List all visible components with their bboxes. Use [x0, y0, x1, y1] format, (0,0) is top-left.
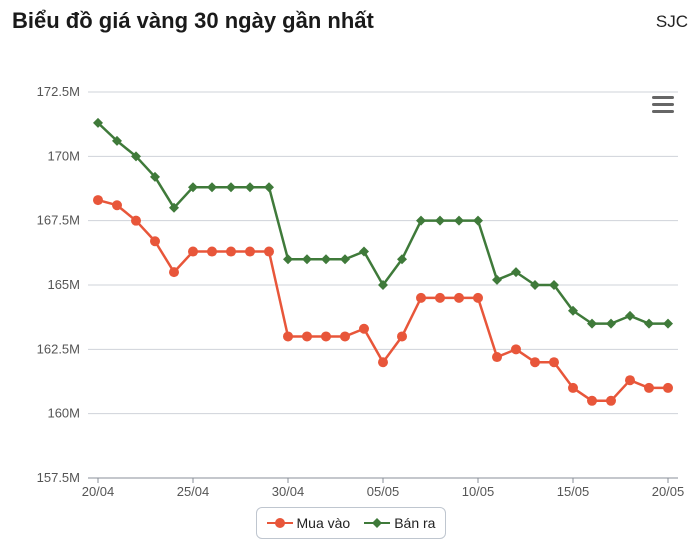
data-point-ban-ra — [587, 318, 597, 329]
data-point-ban-ra — [340, 254, 350, 265]
data-point-ban-ra — [625, 310, 635, 321]
hamburger-menu-icon-bar — [652, 103, 674, 106]
data-point-mua-vao — [625, 375, 635, 386]
data-point-ban-ra — [511, 267, 521, 278]
x-tick-label: 05/05 — [367, 484, 400, 499]
data-point-mua-vao — [492, 352, 502, 363]
legend-item-ban-ra[interactable]: Bán ra — [364, 515, 435, 531]
y-tick-label: 160M — [47, 406, 80, 421]
y-tick-label: 162.5M — [37, 341, 80, 356]
data-point-mua-vao — [416, 292, 426, 303]
legend-diamond-icon — [364, 516, 391, 530]
data-point-mua-vao — [188, 246, 198, 257]
data-point-ban-ra — [359, 246, 369, 257]
data-point-mua-vao — [93, 195, 103, 206]
data-point-mua-vao — [454, 292, 464, 303]
data-point-mua-vao — [245, 246, 255, 257]
data-point-mua-vao — [378, 357, 388, 368]
data-point-ban-ra — [378, 280, 388, 290]
series-line-0 — [97, 198, 668, 403]
y-tick-label: 157.5M — [37, 470, 80, 485]
data-point-mua-vao — [169, 267, 179, 278]
chart-menu-button[interactable] — [652, 96, 674, 114]
data-point-ban-ra — [644, 318, 654, 329]
data-point-mua-vao — [549, 357, 559, 368]
data-point-ban-ra — [302, 254, 312, 265]
y-tick-label: 172.5M — [37, 84, 80, 99]
legend-circle-icon — [266, 516, 293, 530]
data-point-mua-vao — [568, 382, 578, 393]
y-tick-label: 170M — [47, 148, 80, 163]
data-point-ban-ra — [321, 254, 331, 265]
data-point-mua-vao — [435, 292, 445, 303]
data-point-ban-ra — [264, 182, 274, 193]
hamburger-menu-icon-bar — [652, 110, 674, 113]
data-point-ban-ra — [131, 151, 141, 162]
data-point-ban-ra — [492, 274, 502, 285]
data-point-mua-vao — [302, 331, 312, 342]
data-point-ban-ra — [473, 215, 483, 226]
data-point-mua-vao — [150, 236, 160, 247]
data-point-ban-ra — [549, 280, 559, 290]
x-tick-label: 20/05 — [652, 484, 685, 499]
data-point-ban-ra — [606, 318, 616, 329]
x-tick-label: 15/05 — [557, 484, 590, 499]
data-point-mua-vao — [644, 382, 654, 393]
data-point-ban-ra — [416, 215, 426, 226]
data-point-mua-vao — [511, 344, 521, 355]
data-point-mua-vao — [264, 246, 274, 257]
data-point-mua-vao — [663, 382, 673, 393]
data-point-ban-ra — [454, 215, 464, 226]
data-point-ban-ra — [150, 171, 160, 182]
data-point-ban-ra — [283, 254, 293, 265]
data-point-mua-vao — [397, 331, 407, 342]
series-line-1 — [97, 121, 668, 325]
brand-label: SJC — [655, 12, 688, 31]
data-point-ban-ra — [530, 280, 540, 290]
data-point-mua-vao — [321, 331, 331, 342]
chart-legend: Mua vào Bán ra — [256, 507, 446, 539]
x-tick-label: 10/05 — [462, 484, 495, 499]
data-point-ban-ra — [188, 182, 198, 193]
x-tick-label: 25/04 — [177, 484, 210, 499]
data-point-mua-vao — [112, 200, 122, 211]
y-tick-label: 165M — [47, 277, 80, 292]
data-point-mua-vao — [606, 395, 616, 406]
data-point-mua-vao — [359, 323, 369, 334]
data-point-mua-vao — [207, 246, 217, 257]
y-tick-label: 167.5M — [37, 213, 80, 228]
chart-axes: 157.5M 160M 162.5M 165M 167.5M 170M 172.5M 20/0… — [37, 84, 685, 499]
data-point-ban-ra — [93, 117, 103, 128]
data-point-mua-vao — [226, 246, 236, 257]
legend-label-ban-ra: Bán ra — [394, 515, 436, 531]
data-point-mua-vao — [587, 395, 597, 406]
data-point-ban-ra — [169, 202, 179, 213]
data-point-ban-ra — [112, 135, 122, 146]
data-point-mua-vao — [530, 357, 540, 368]
data-point-ban-ra — [663, 318, 673, 329]
data-point-ban-ra — [435, 215, 445, 226]
data-point-mua-vao — [340, 331, 350, 342]
x-tick-label: 30/04 — [272, 484, 305, 499]
data-point-mua-vao — [283, 331, 293, 342]
data-point-ban-ra — [245, 182, 255, 193]
data-point-mua-vao — [473, 292, 483, 303]
page-title: Biểu đồ giá vàng 30 ngày gần nhất — [12, 8, 374, 33]
chart-series — [93, 117, 673, 406]
hamburger-menu-icon — [652, 96, 674, 99]
x-tick-label: 20/04 — [82, 484, 115, 499]
legend-label-mua-vao: Mua vào — [296, 515, 351, 531]
data-point-mua-vao — [131, 215, 141, 226]
data-point-ban-ra — [207, 182, 217, 193]
data-point-ban-ra — [226, 182, 236, 193]
data-point-ban-ra — [568, 305, 578, 316]
data-point-ban-ra — [397, 254, 407, 265]
legend-item-mua-vao[interactable]: Mua vào — [266, 515, 351, 531]
